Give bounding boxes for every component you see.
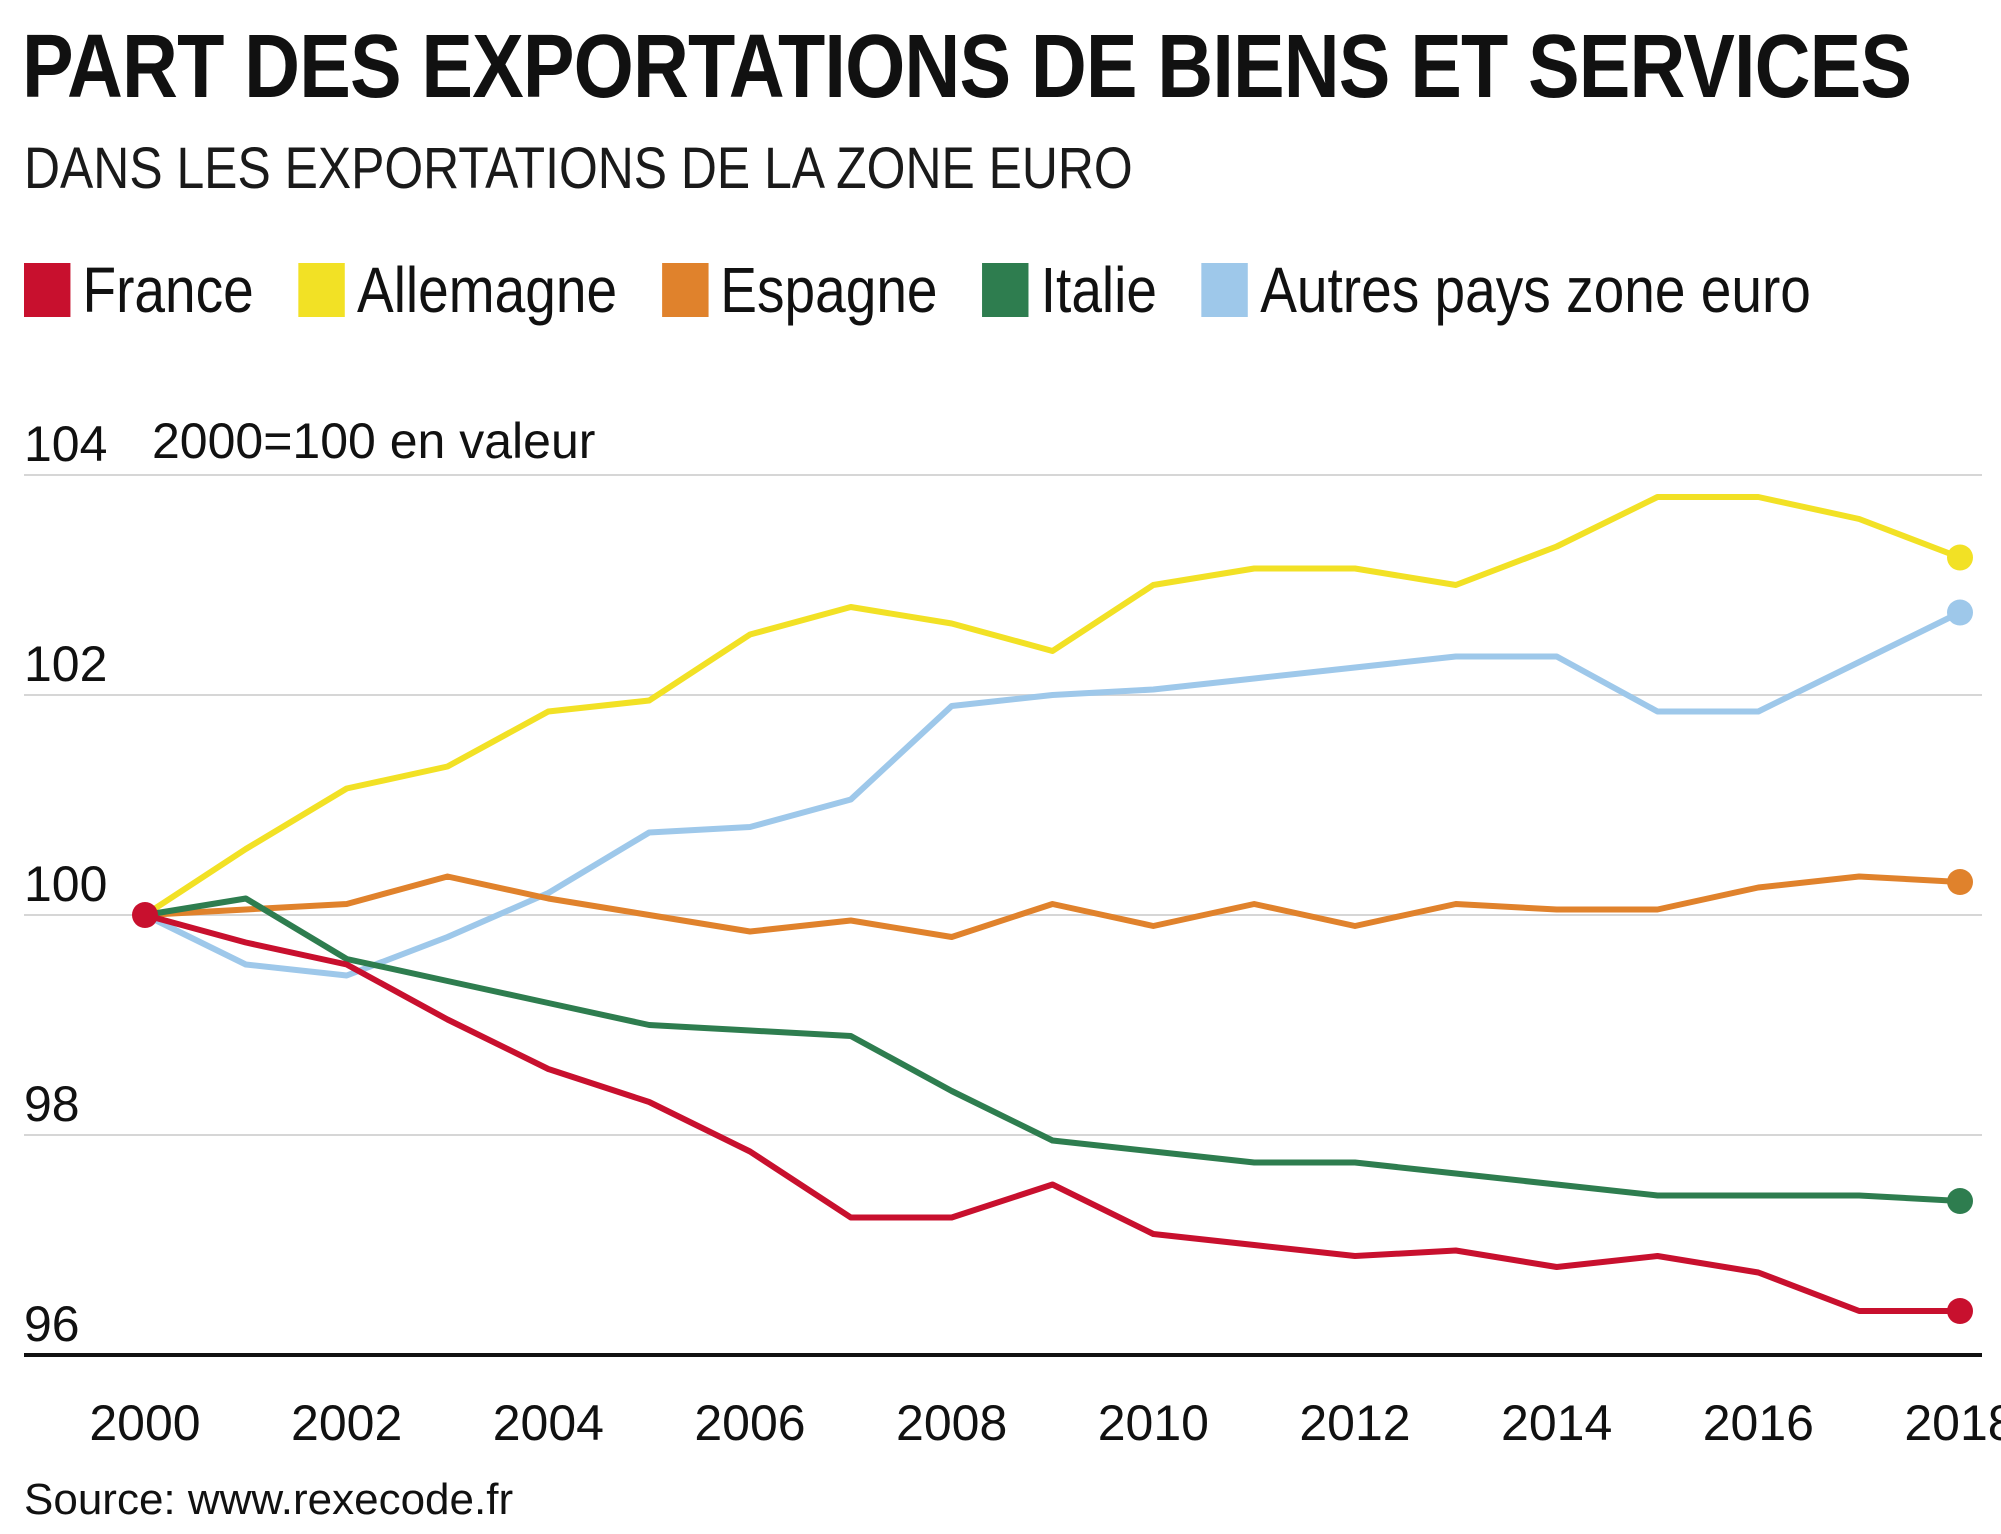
series-line-espagne <box>142 873 1963 940</box>
series-end-markers <box>132 544 1973 1324</box>
series-line-autres-pays-zone-euro <box>142 609 1963 979</box>
series-lines <box>142 494 1963 1314</box>
y-tick-label-98: 98 <box>24 1076 80 1132</box>
legend-swatch-france <box>24 263 71 317</box>
x-axis-ticks: 2000 2002 2004 2006 2008 2010 2012 2014 2016 2018 <box>89 1395 2001 1451</box>
chart-subtitle: DANS LES EXPORTATIONS DE LA ZONE EURO <box>24 136 1133 201</box>
legend-swatch-allemagne <box>298 263 345 317</box>
end-marker-espagne <box>1947 869 1973 895</box>
x-tick-label-2010: 2010 <box>1098 1395 1209 1451</box>
x-tick-label-2016: 2016 <box>1703 1395 1814 1451</box>
start-marker <box>132 902 158 928</box>
end-marker-allemagne <box>1947 544 1973 571</box>
x-tick-label-2004: 2004 <box>493 1395 604 1451</box>
legend-item-autres: Autres pays zone euro <box>1201 254 1811 326</box>
y-tick-label-102: 102 <box>24 636 107 692</box>
legend-item-allemagne: Allemagne <box>298 254 618 326</box>
end-marker-italie <box>1947 1188 1973 1214</box>
end-marker-autres-pays-zone-euro <box>1947 599 1973 626</box>
x-tick-label-2008: 2008 <box>896 1395 1007 1451</box>
legend-swatch-espagne <box>661 263 709 317</box>
legend: France Allemagne Espagne Italie Autres p… <box>24 258 1856 322</box>
series-line-france <box>142 912 1963 1314</box>
legend-label-france: France <box>82 254 254 326</box>
y-axis-ticks: 96 98 100 102 104 <box>24 416 107 1352</box>
chart-title: PART DES EXPORTATIONS DE BIENS ET SERVIC… <box>22 17 1912 117</box>
source-note: Source: www.rexecode.fr <box>24 1475 514 1524</box>
legend-item-espagne: Espagne <box>661 254 938 326</box>
gridlines <box>24 474 1982 1357</box>
legend-label-allemagne: Allemagne <box>356 254 618 326</box>
x-tick-label-2002: 2002 <box>291 1395 402 1451</box>
y-tick-label-100: 100 <box>24 856 107 912</box>
x-tick-label-2006: 2006 <box>694 1395 805 1451</box>
x-tick-label-2012: 2012 <box>1299 1395 1410 1451</box>
legend-label-italie: Italie <box>1040 254 1157 326</box>
y-tick-label-96: 96 <box>24 1296 80 1352</box>
legend-label-autres: Autres pays zone euro <box>1260 254 1811 326</box>
series-line-allemagne <box>142 494 1963 918</box>
legend-item-italie: Italie <box>982 258 1157 322</box>
legend-swatch-italie <box>982 263 1029 317</box>
unit-label: 2000=100 en valeur <box>152 413 595 469</box>
end-marker-france <box>1947 1298 1973 1324</box>
legend-swatch-autres <box>1201 263 1249 317</box>
legend-item-france: France <box>24 258 254 322</box>
y-tick-label-104: 104 <box>24 416 107 472</box>
series-line-italie <box>142 895 1963 1204</box>
legend-label-espagne: Espagne <box>720 254 938 326</box>
x-tick-label-2014: 2014 <box>1501 1395 1612 1451</box>
x-tick-label-2000: 2000 <box>89 1395 200 1451</box>
x-tick-label-2018: 2018 <box>1904 1395 2001 1451</box>
